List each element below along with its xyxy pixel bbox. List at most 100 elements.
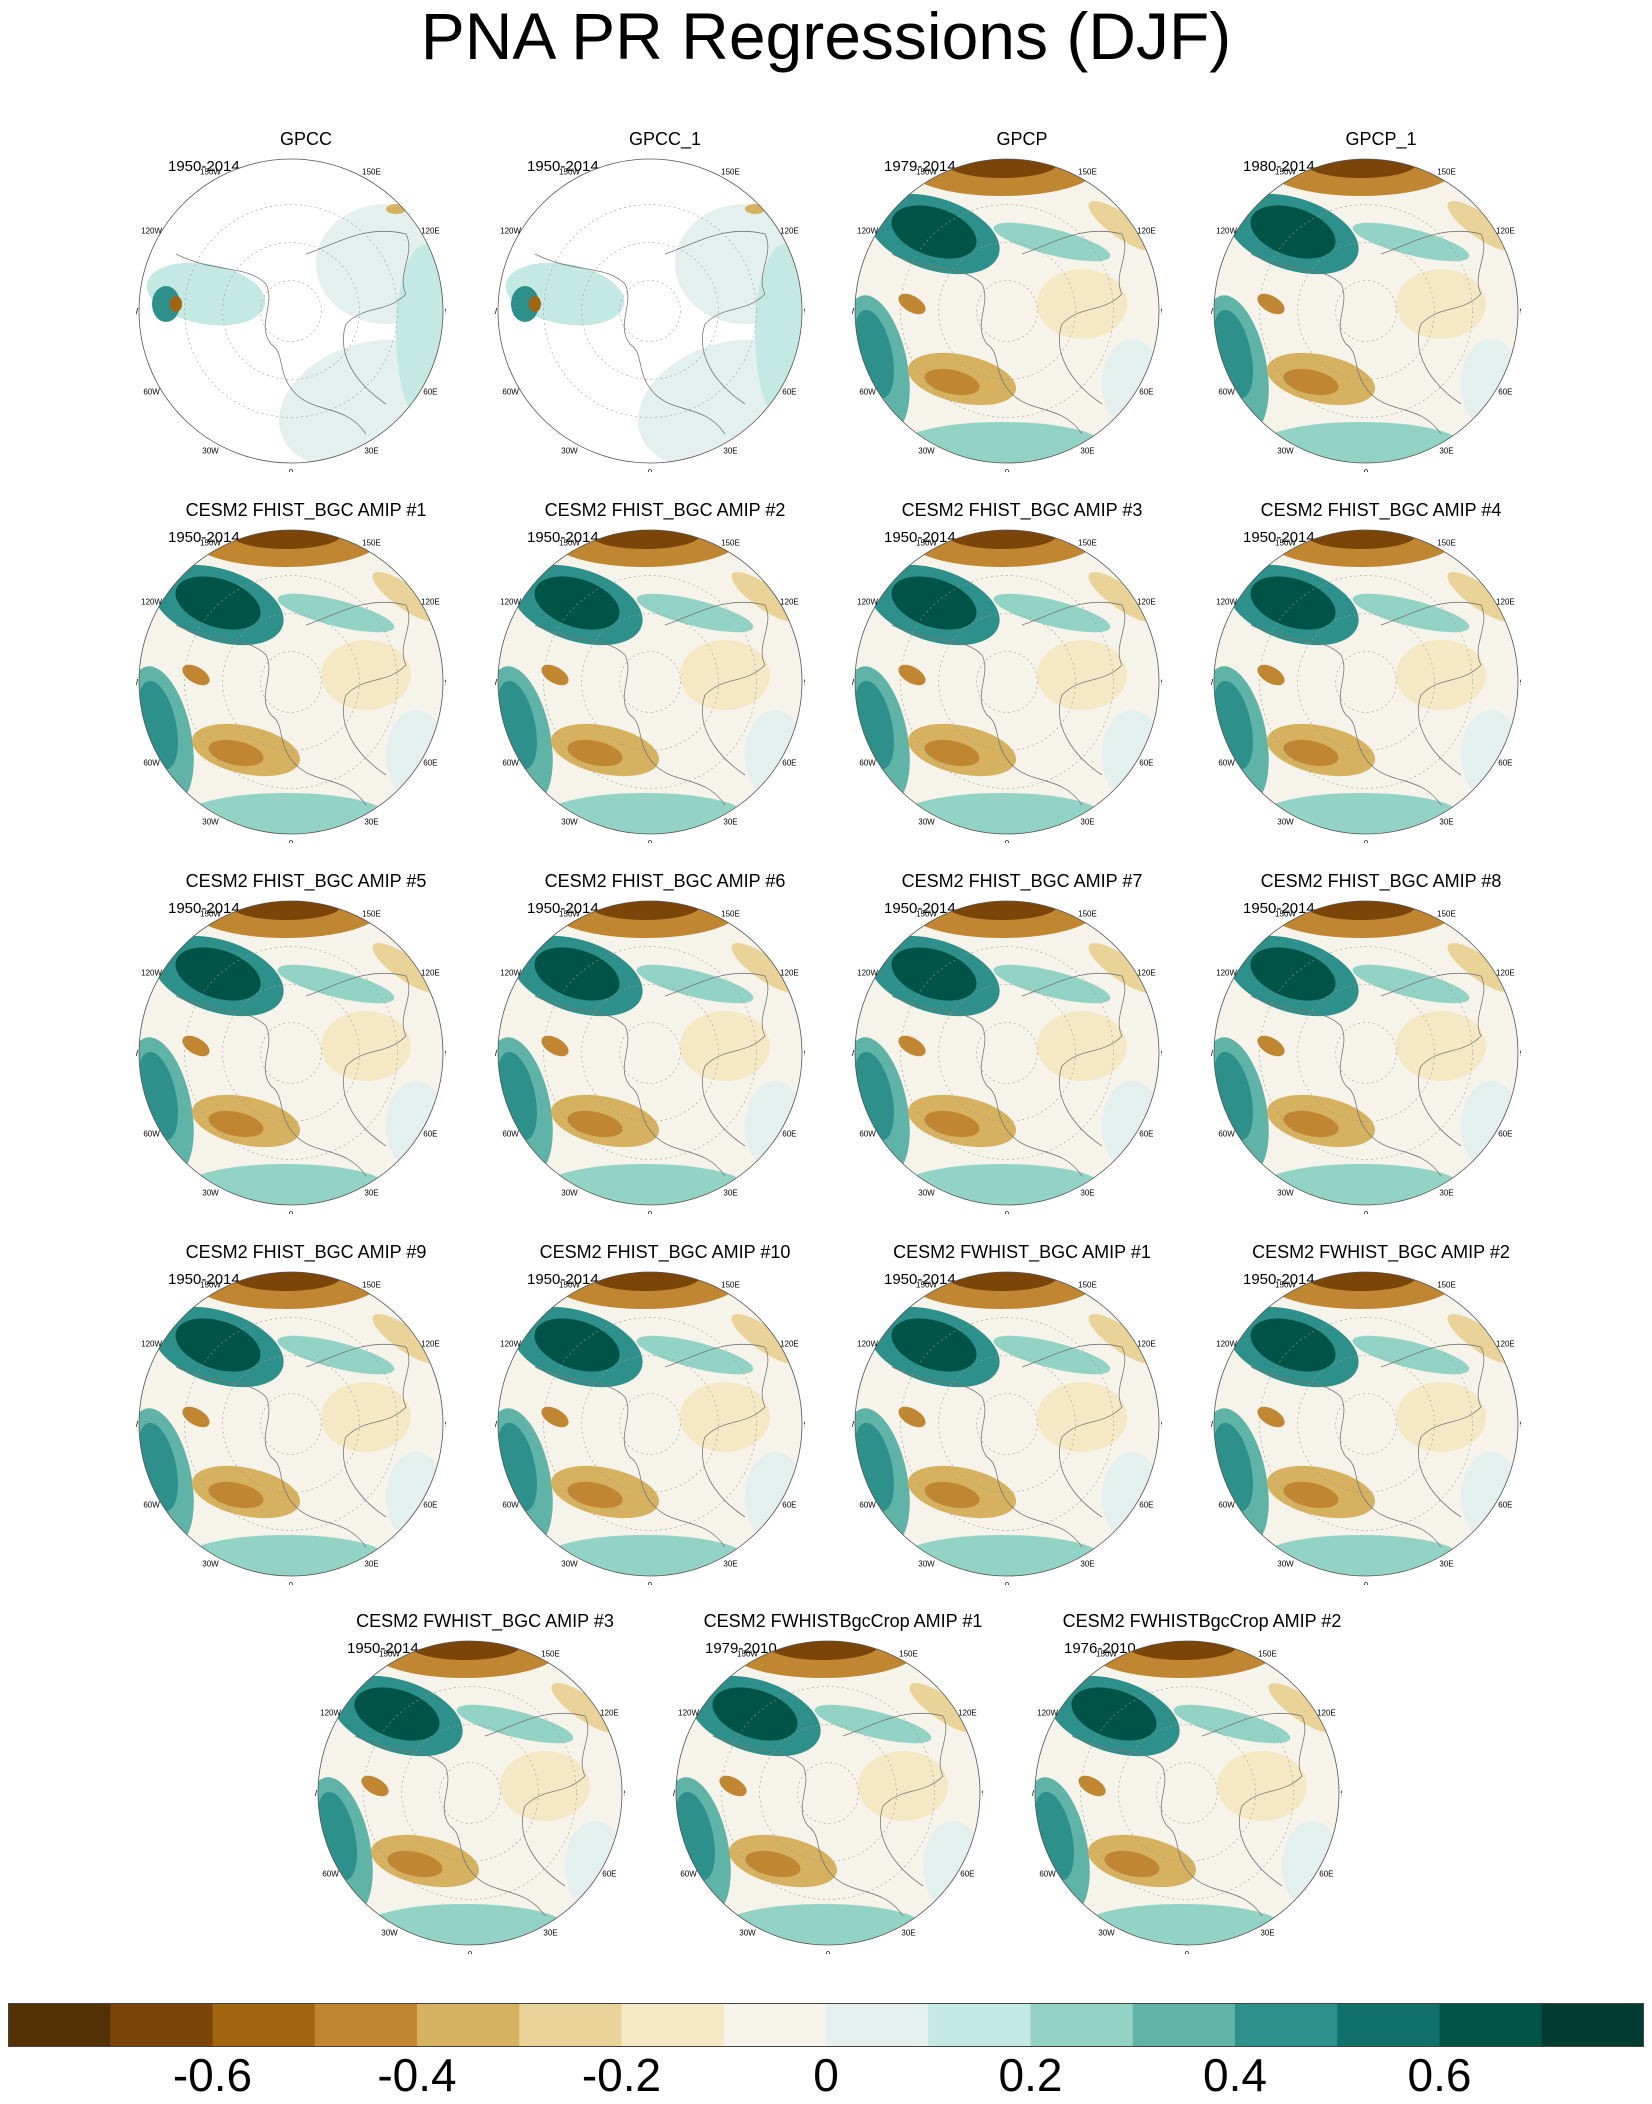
- longitude-label: 90W: [136, 678, 139, 687]
- map-boundary: [1034, 1640, 1340, 1946]
- siberia-dry-anomaly: [1088, 201, 1156, 251]
- colorbar-box: [826, 2003, 929, 2047]
- longitude-label: 150W: [1096, 1650, 1117, 1659]
- gulf-of-alaska-strong-wet-anomaly: [891, 205, 977, 259]
- longitude-label: 30W: [1277, 817, 1294, 826]
- north-pacific-strong-dry-anomaly: [410, 1641, 520, 1660]
- polar-map: 180 150E 120E 90E 60E 30E 0 30W 60W 90W 120W 150W: [1211, 1267, 1521, 1585]
- siberia-dry-anomaly: [731, 1314, 799, 1364]
- latitude-circle: [938, 984, 1076, 1122]
- polar-map: 180 150E 120E 90E 60E 30E 0 30W 60W 90W 120W 150W: [136, 896, 446, 1214]
- colorbar-box: [928, 2003, 1031, 2047]
- coastline: [534, 624, 726, 806]
- north-pacific-strong-dry-anomaly: [947, 901, 1057, 920]
- longitude-label: 30E: [901, 1928, 915, 1937]
- coastline: [891, 1366, 1083, 1548]
- longitude-label: 90E: [1161, 1049, 1162, 1058]
- mediterranean-wet-anomaly: [186, 793, 386, 834]
- siberia-dry-anomaly: [1447, 1314, 1515, 1364]
- latitude-circle: [439, 1762, 501, 1824]
- polar-map: 180 150E 120E 90E 60E 30E 0 30W 60W 90W 120W 150W: [1211, 896, 1521, 1214]
- longitude-label: 60E: [960, 1870, 974, 1879]
- longitude-label: 30E: [1439, 817, 1453, 826]
- polar-map: 180 150E 120E 90E 60E 30E 0 30W 60W 90W 120W 150W: [136, 525, 446, 843]
- eurasia-weak-dry-anomaly: [1037, 269, 1127, 339]
- latitude-circle: [619, 1022, 681, 1084]
- us-dry-anomaly: [1078, 1775, 1106, 1797]
- longitude-label: 150W: [379, 1650, 400, 1659]
- polar-map: 180 150E 120E 90E 60E 30E 0 30W 60W 90W 120W 150W: [315, 1636, 625, 1954]
- panel-title: CESM2 FWHIST_BGC AMIP #3: [356, 1611, 614, 1631]
- longitude-label: 180: [1359, 525, 1373, 526]
- longitude-label: 90W: [852, 1049, 855, 1058]
- longitude-label: 90W: [495, 1420, 498, 1429]
- coastline: [305, 601, 410, 776]
- texas-anomaly: [529, 296, 541, 312]
- coastline: [1250, 995, 1442, 1177]
- gulf-of-alaska-strong-wet-anomaly: [1250, 205, 1336, 259]
- longitude-label: 180: [1180, 1636, 1194, 1637]
- longitude-label: 30E: [723, 817, 737, 826]
- latitude-circle: [1335, 651, 1397, 713]
- longitude-label: 150W: [200, 910, 221, 919]
- gulf-of-alaska-strong-wet-anomaly: [1071, 1687, 1157, 1741]
- longitude-label: 180: [1359, 1267, 1373, 1268]
- longitude-label: 120W: [141, 969, 162, 978]
- longitude-label: 0: [1364, 468, 1369, 472]
- longitude-label: 30E: [1080, 446, 1094, 455]
- us-dry-anomaly: [898, 1406, 926, 1428]
- latitude-circle: [222, 984, 360, 1122]
- longitude-label: 120E: [1137, 227, 1156, 236]
- panel-years: 1979-2014: [884, 158, 956, 175]
- longitude-label: 150E: [1437, 1281, 1456, 1290]
- longitude-label: 150E: [362, 1281, 381, 1290]
- map-boundary: [497, 1271, 803, 1577]
- longitude-label: 60E: [1498, 1501, 1512, 1510]
- longitude-label: 30W: [1277, 1188, 1294, 1197]
- polar-map: 180 150E 120E 90E 60E 30E 0 30W 60W 90W 120W 150W: [852, 525, 1162, 843]
- precip-field: [855, 530, 1159, 834]
- us-dry-anomaly: [361, 1775, 389, 1797]
- colorbar-tick-label: 0.2: [998, 2049, 1063, 2101]
- us-dry-anomaly: [1257, 1035, 1285, 1057]
- north-pacific-strong-dry-anomaly: [768, 1641, 878, 1660]
- coastline: [484, 1712, 589, 1887]
- longitude-label: 90E: [445, 307, 446, 316]
- us-dry-anomaly: [1257, 293, 1285, 315]
- eurasia-weak-dry-anomaly: [1037, 1382, 1127, 1452]
- longitude-label: 30E: [1439, 446, 1453, 455]
- longitude-label: 30W: [918, 817, 935, 826]
- longitude-label: 120E: [600, 1709, 619, 1718]
- longitude-label: 150W: [737, 1650, 758, 1659]
- longitude-label: 120W: [500, 598, 521, 607]
- longitude-label: 120E: [421, 1340, 440, 1349]
- longitude-label: 150E: [1437, 910, 1456, 919]
- longitude-label: 150E: [721, 1281, 740, 1290]
- longitude-label: 90E: [1520, 678, 1521, 687]
- longitude-label: 0: [648, 839, 653, 843]
- longitude-label: 60W: [143, 1130, 160, 1139]
- map-panel: CESM2 FWHIST_BGC AMIP #2 1950-2014 180 150E…: [1211, 1241, 1551, 1591]
- atlantic-strong-dry-anomaly: [924, 368, 980, 396]
- longitude-label: 30W: [1277, 1559, 1294, 1568]
- atlantic-strong-dry-anomaly: [567, 739, 623, 767]
- longitude-label: 90W: [1211, 1420, 1214, 1429]
- precip-field: [1214, 1272, 1518, 1576]
- precip-field: [498, 530, 802, 834]
- north-pacific-strong-dry-anomaly: [231, 530, 341, 549]
- longitude-label: 60E: [782, 759, 796, 768]
- longitude-label: 180: [1359, 896, 1373, 897]
- longitude-label: 60E: [1498, 1130, 1512, 1139]
- map-boundary: [138, 529, 444, 835]
- longitude-label: 120W: [141, 227, 162, 236]
- longitude-label: 120E: [1137, 1340, 1156, 1349]
- longitude-label: 60W: [1218, 1130, 1235, 1139]
- coastline: [534, 995, 726, 1177]
- latitude-circle: [1297, 1355, 1435, 1493]
- longitude-label: 60W: [859, 1130, 876, 1139]
- longitude-label: 120E: [421, 227, 440, 236]
- map-boundary: [317, 1640, 623, 1946]
- longitude-label: 60W: [502, 1130, 519, 1139]
- longitude-label: 30W: [918, 446, 935, 455]
- longitude-label: 120E: [1496, 227, 1515, 236]
